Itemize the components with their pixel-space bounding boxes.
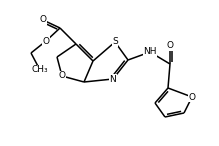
Text: O: O <box>189 93 196 101</box>
Text: N: N <box>110 74 116 84</box>
Text: CH₃: CH₃ <box>32 66 48 74</box>
Text: O: O <box>166 41 173 51</box>
Text: S: S <box>112 38 118 46</box>
Text: O: O <box>39 15 46 25</box>
Text: O: O <box>42 36 49 46</box>
Text: NH: NH <box>143 47 157 57</box>
Text: O: O <box>58 72 65 80</box>
